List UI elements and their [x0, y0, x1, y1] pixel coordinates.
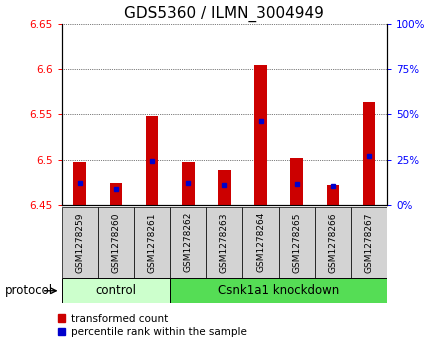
Bar: [315, 207, 351, 278]
Title: GDS5360 / ILMN_3004949: GDS5360 / ILMN_3004949: [125, 6, 324, 22]
Text: protocol: protocol: [4, 284, 52, 297]
Text: GSM1278263: GSM1278263: [220, 212, 229, 273]
Bar: [62, 278, 170, 303]
Bar: [279, 207, 315, 278]
Bar: [218, 170, 231, 205]
Bar: [242, 207, 279, 278]
Bar: [254, 65, 267, 205]
Bar: [182, 162, 194, 205]
Text: GSM1278261: GSM1278261: [147, 212, 157, 273]
Bar: [363, 102, 375, 205]
Legend: transformed count, percentile rank within the sample: transformed count, percentile rank withi…: [58, 314, 246, 337]
Text: control: control: [95, 284, 136, 297]
Bar: [351, 207, 387, 278]
Text: GSM1278265: GSM1278265: [292, 212, 301, 273]
Bar: [73, 163, 86, 205]
Text: GSM1278262: GSM1278262: [184, 212, 193, 273]
Bar: [134, 207, 170, 278]
Bar: [98, 207, 134, 278]
Bar: [206, 207, 242, 278]
Bar: [170, 278, 387, 303]
Bar: [170, 207, 206, 278]
Bar: [326, 185, 339, 205]
Text: GSM1278264: GSM1278264: [256, 212, 265, 273]
Bar: [62, 207, 98, 278]
Text: GSM1278267: GSM1278267: [365, 212, 374, 273]
Text: Csnk1a1 knockdown: Csnk1a1 knockdown: [218, 284, 339, 297]
Text: GSM1278260: GSM1278260: [111, 212, 121, 273]
Text: GSM1278266: GSM1278266: [328, 212, 337, 273]
Bar: [290, 158, 303, 205]
Bar: [146, 116, 158, 205]
Text: GSM1278259: GSM1278259: [75, 212, 84, 273]
Bar: [110, 183, 122, 205]
